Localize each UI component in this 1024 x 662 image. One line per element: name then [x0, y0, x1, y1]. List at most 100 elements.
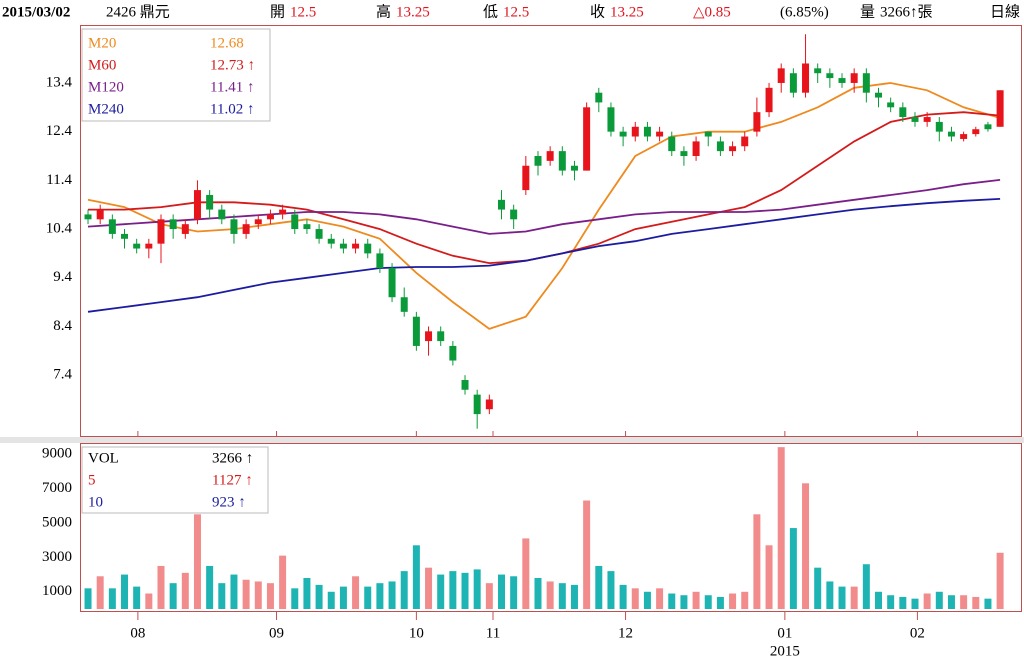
volume-bar [485, 583, 493, 609]
candle-body [84, 214, 92, 220]
y-tick-label: 5000 [42, 514, 72, 530]
volume-bar [108, 588, 116, 609]
x-tick-label: 01 [777, 625, 792, 641]
legend-value: 923 ↑ [212, 494, 246, 510]
volume-bar [327, 591, 335, 609]
volume-bar [412, 545, 420, 609]
volume-bar [984, 598, 992, 609]
volume-bar [279, 555, 287, 609]
candle-body [461, 380, 469, 390]
candle-body [303, 224, 311, 230]
volume-bar [716, 596, 724, 609]
candle-body [242, 224, 250, 234]
candle-body [108, 219, 116, 234]
year-label: 2015 [770, 643, 800, 659]
volume-bar [583, 500, 591, 609]
candle-body [279, 209, 287, 215]
y-tick-label: 1000 [42, 583, 72, 599]
candle-body [887, 102, 895, 108]
volume-bar [972, 596, 980, 609]
candle-body [996, 90, 1004, 127]
volume-bar [352, 576, 360, 609]
candle-body [315, 229, 323, 239]
y-tick-label: 10.4 [46, 220, 73, 236]
legend-value: 11.02 ↑ [210, 101, 254, 117]
volume-bar [364, 586, 372, 609]
volume-bar [862, 564, 870, 609]
separator [0, 437, 1024, 443]
volume-bar [838, 586, 846, 609]
candle-body [254, 219, 262, 225]
change-pct: (6.85%) [780, 4, 829, 20]
candle-body [96, 209, 104, 220]
x-tick-label: 10 [409, 625, 424, 641]
y-tick-label: 11.4 [46, 172, 72, 188]
legend-value: 11.41 ↑ [210, 79, 254, 95]
candle-body [352, 243, 360, 249]
volume-bar [376, 583, 384, 609]
candle-body [802, 63, 810, 93]
volume-bar [631, 588, 639, 609]
volume-bar [388, 581, 396, 609]
volume-bar [911, 598, 919, 609]
volume-bar [242, 579, 250, 609]
candle-body [729, 146, 737, 152]
close-value: 13.25 [610, 4, 644, 20]
y-tick-label: 13.4 [46, 74, 73, 90]
high-value: 13.25 [396, 4, 430, 20]
candle-body [473, 394, 481, 415]
candle-body [838, 78, 846, 83]
candle-body [157, 219, 165, 244]
candle-body [400, 297, 408, 312]
candle-body [510, 209, 518, 220]
date: 2015/03/02 [2, 4, 70, 20]
volume-bar [498, 574, 506, 609]
candle-body [546, 151, 554, 161]
volume-bar [692, 591, 700, 609]
volume-bar [193, 514, 201, 609]
volume-bar [570, 584, 578, 609]
volume-bar [510, 576, 518, 609]
candle-body [206, 194, 214, 210]
volume-bar [826, 581, 834, 609]
candle-body [169, 219, 177, 230]
volume-bar [741, 591, 749, 609]
volume-bar [996, 552, 1004, 609]
volume-legend-box [81, 446, 269, 514]
volume-value: 3266↑張 [880, 4, 933, 20]
volume-bar [802, 483, 810, 609]
low-label: 低 [483, 3, 498, 20]
volume-bar [181, 572, 189, 609]
volume-bar [607, 571, 615, 609]
candle-body [826, 73, 834, 79]
volume-bar [899, 596, 907, 609]
x-tick-label: 02 [910, 625, 925, 641]
legend-name: 5 [88, 472, 96, 488]
volume-bar [704, 595, 712, 609]
volume-frame [80, 443, 1022, 612]
volume-bar [157, 565, 165, 609]
candle-body [765, 87, 773, 113]
volume-bar [218, 583, 226, 609]
volume-bar [169, 583, 177, 609]
candle-body [388, 268, 396, 298]
volume-bar [558, 583, 566, 609]
high-label: 高 [376, 3, 391, 20]
volume-bar [680, 595, 688, 609]
candle-body [558, 151, 566, 171]
candle-body [789, 73, 797, 93]
candle-body [522, 165, 530, 191]
candle-body [972, 129, 980, 135]
volume-bar [437, 574, 445, 609]
volume-bar [339, 586, 347, 609]
ma-line [87, 198, 1001, 313]
candle-body [656, 131, 664, 137]
candle-body [327, 238, 335, 244]
candle-body [449, 345, 457, 361]
volume-bar [960, 595, 968, 609]
legend-name: M60 [88, 57, 116, 73]
candle-body [595, 92, 603, 103]
volume-bar [522, 538, 530, 609]
volume-bar [254, 581, 262, 609]
ma-line [87, 179, 1001, 235]
